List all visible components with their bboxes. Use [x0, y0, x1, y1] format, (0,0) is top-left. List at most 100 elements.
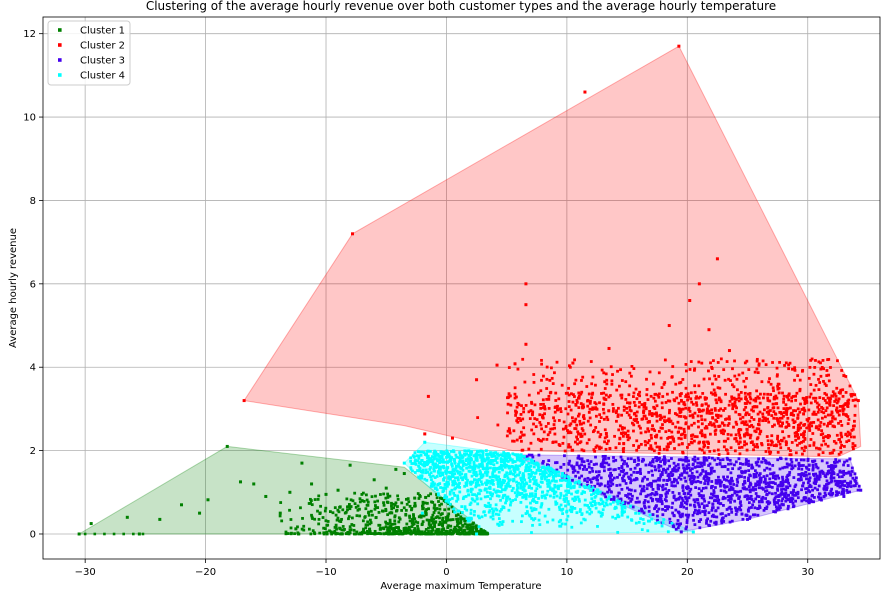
data-point	[770, 492, 774, 496]
data-point	[386, 495, 390, 498]
data-point	[478, 472, 482, 476]
data-point	[440, 512, 444, 516]
data-point	[492, 452, 496, 456]
data-point	[751, 425, 755, 429]
data-point	[834, 394, 838, 398]
data-point	[790, 399, 794, 403]
data-point	[414, 458, 417, 462]
data-point	[499, 460, 503, 464]
data-point	[614, 411, 618, 415]
data-point	[550, 366, 553, 370]
data-point	[539, 505, 543, 509]
data-point	[356, 504, 360, 508]
data-point	[842, 463, 845, 467]
data-point	[663, 456, 666, 460]
data-point	[567, 405, 571, 409]
data-point	[649, 446, 653, 450]
data-point	[424, 513, 428, 517]
data-point	[825, 393, 828, 397]
data-point	[446, 451, 450, 455]
data-point	[635, 496, 639, 500]
data-point	[632, 367, 636, 370]
data-point	[576, 430, 580, 434]
data-point	[635, 410, 639, 414]
data-point	[455, 520, 459, 523]
data-point	[502, 506, 506, 510]
data-point	[851, 427, 855, 431]
data-point	[640, 509, 644, 513]
data-point	[814, 472, 818, 476]
data-point	[682, 466, 686, 470]
data-point	[651, 473, 654, 477]
data-point	[683, 492, 687, 495]
data-point	[476, 450, 479, 453]
data-point	[473, 465, 477, 469]
data-point	[350, 523, 354, 526]
data-point	[375, 532, 379, 536]
data-point	[616, 494, 620, 498]
data-point	[545, 437, 549, 441]
data-point	[599, 482, 603, 486]
data-point	[847, 402, 850, 405]
data-point	[786, 474, 790, 478]
data-point	[466, 478, 469, 482]
data-point	[703, 418, 707, 422]
data-point	[745, 487, 748, 491]
data-point	[511, 465, 515, 469]
data-point	[592, 492, 595, 496]
data-point	[747, 464, 751, 467]
data-point	[355, 530, 359, 534]
data-point	[479, 474, 483, 478]
data-point	[465, 517, 469, 521]
data-point	[789, 449, 792, 453]
data-point	[680, 496, 684, 500]
data-point	[615, 484, 619, 487]
data-point	[492, 469, 495, 473]
data-point	[529, 409, 533, 413]
data-point	[590, 497, 594, 501]
data-point	[716, 480, 720, 484]
data-point	[676, 430, 680, 434]
data-point	[791, 418, 795, 422]
data-point	[494, 490, 498, 494]
data-point	[485, 462, 489, 466]
data-point	[571, 465, 575, 469]
data-point	[666, 507, 669, 511]
data-point	[621, 476, 624, 480]
data-point	[461, 478, 465, 482]
data-point	[773, 497, 777, 500]
data-point	[797, 436, 801, 439]
data-point	[547, 480, 551, 484]
data-point	[690, 467, 694, 471]
data-point	[748, 436, 752, 440]
data-point	[800, 408, 804, 411]
data-point	[709, 471, 713, 475]
data-point	[804, 491, 808, 494]
data-point	[489, 493, 493, 497]
data-point	[451, 475, 455, 478]
data-point	[691, 415, 695, 419]
data-point	[545, 377, 549, 381]
data-point	[474, 474, 478, 478]
data-point	[795, 443, 799, 447]
data-point	[655, 492, 659, 496]
data-point	[393, 527, 396, 531]
data-point	[594, 501, 597, 505]
data-point	[426, 456, 429, 460]
data-point	[839, 440, 842, 444]
data-point	[529, 506, 533, 510]
data-point	[347, 517, 350, 521]
data-point	[661, 513, 665, 517]
data-point	[574, 490, 578, 494]
data-point	[707, 511, 711, 515]
data-point	[634, 387, 638, 391]
data-point	[851, 447, 855, 451]
data-point	[351, 499, 355, 503]
data-point	[527, 453, 531, 457]
data-point	[580, 427, 584, 430]
data-point	[528, 484, 531, 488]
data-point	[565, 510, 569, 514]
data-point	[710, 480, 714, 483]
data-point	[568, 423, 572, 427]
